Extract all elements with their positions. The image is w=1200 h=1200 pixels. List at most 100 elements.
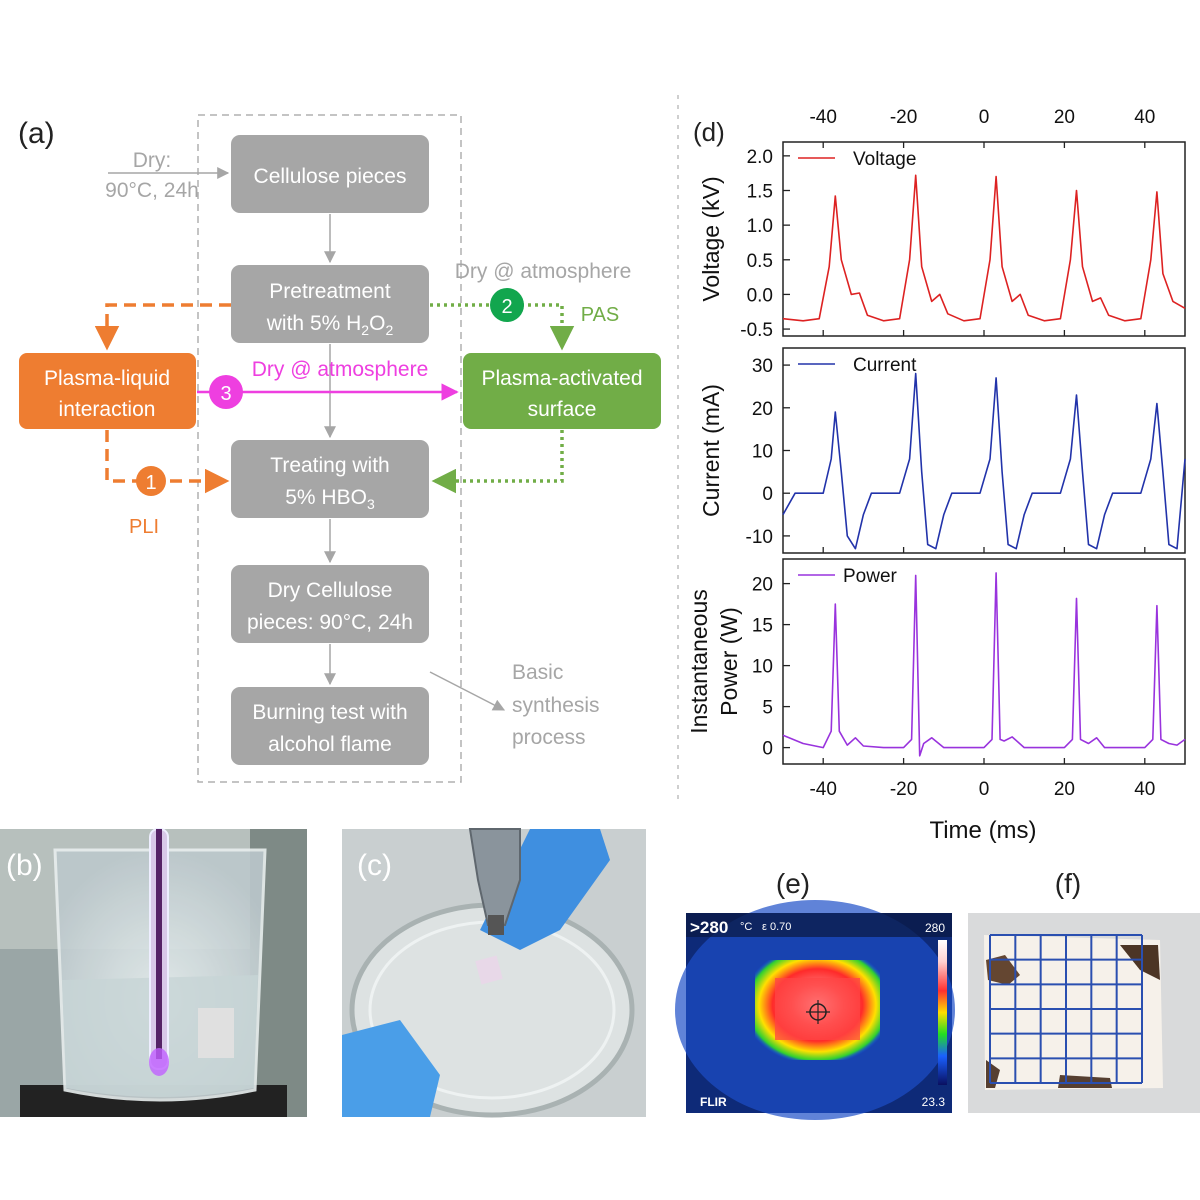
burning-test-line1: Burning test with [252, 701, 407, 724]
dry-cellulose-box [231, 565, 429, 643]
plasma-jet-pen [468, 828, 521, 926]
series-line-voltage [782, 174, 1186, 322]
pas-path-out [431, 430, 564, 494]
burn-mark-4 [1058, 1075, 1112, 1088]
treating-box [231, 440, 429, 518]
x-tick-label: -20 [890, 779, 917, 800]
flir-logo: FLIR [700, 1095, 727, 1109]
basic-line2: synthesis [512, 694, 600, 717]
top-x-tick-label: 0 [979, 107, 990, 128]
pas-label: PAS [581, 304, 620, 326]
plasma-glow [149, 1048, 169, 1076]
measurement-grid [989, 934, 1143, 1084]
treated-sample [475, 955, 503, 985]
series-line-current [782, 372, 1186, 550]
dry-atmosphere-magenta: Dry @ atmosphere [252, 358, 429, 381]
burning-test-box [231, 687, 429, 765]
legend-label-power: Power [843, 566, 898, 587]
y-tick-label: 2.0 [747, 147, 773, 168]
x-tick-label: 40 [1134, 779, 1155, 800]
plot-frame-current [782, 347, 1186, 554]
plot-frame-power [782, 558, 1186, 765]
glove-top [480, 829, 610, 950]
y-tick-label: 15 [752, 616, 773, 637]
legend-label-current: Current [853, 355, 917, 376]
plot-frame-voltage [782, 141, 1186, 337]
step-3-circle [209, 375, 243, 409]
burning-test-line2: alcohol flame [268, 733, 392, 756]
series-line-power [782, 572, 1186, 757]
thermal-header-bar [686, 913, 952, 937]
cellulose-block [984, 935, 1163, 1090]
pli-path-out [105, 430, 230, 494]
thermal-emissivity: ε 0.70 [762, 921, 791, 933]
y-tick-label: 1.5 [747, 182, 773, 203]
step-2-number: 2 [501, 296, 512, 318]
basic-process-pointer [429, 671, 506, 711]
panel-b-photo: (b) [0, 828, 307, 1117]
plasma-electrode-core [156, 829, 162, 1059]
y-tick-label: 1.0 [747, 216, 773, 237]
pas-path-in [430, 303, 575, 351]
panel-c-label: (c) [357, 849, 392, 882]
plasma-liquid-line1: Plasma-liquid [44, 367, 170, 390]
cellulose-box [231, 135, 429, 213]
thermal-unit: °C [740, 921, 752, 933]
y-tick-label: -0.5 [740, 320, 773, 341]
dry-atmosphere-gray: Dry @ atmosphere [455, 260, 632, 283]
y-tick-label: 20 [752, 575, 773, 596]
y-axis-label: Voltage (kV) [698, 176, 724, 301]
pretreatment-box [231, 265, 429, 343]
panel-a-label: (a) [18, 117, 55, 150]
thermal-max-readout: >280 [690, 918, 728, 937]
y-tick-label: 20 [752, 399, 773, 420]
dry-input-line2: 90°C, 24h [105, 179, 199, 202]
panel-f-sample: (f) [968, 868, 1200, 1113]
panel-f-label: (f) [1055, 868, 1081, 899]
top-x-tick-label: -20 [890, 107, 917, 128]
legend-label-voltage: Voltage [853, 149, 916, 170]
treating-line2: 5% HBO3 [285, 486, 375, 512]
pli-label: PLI [129, 516, 159, 538]
y-tick-label: 0.5 [747, 251, 773, 272]
x-tick-label: -40 [809, 779, 836, 800]
y-tick-label: 0 [762, 484, 773, 505]
top-x-tick-label: 40 [1134, 107, 1155, 128]
plasma-activated-line2: surface [528, 398, 597, 421]
plasma-jet-nozzle [488, 915, 504, 935]
y-axis-label-line1: Instantaneous [686, 589, 712, 734]
panel-d-label: (d) [693, 117, 725, 147]
panel-a-flowchart: (a) Dry: 90°C, 24h Cellulose pieces Pret… [18, 114, 661, 783]
cellulose-box-label: Cellulose pieces [254, 165, 407, 188]
basic-line1: Basic [512, 661, 563, 684]
dry-cellulose-line1: Dry Cellulose [268, 579, 393, 602]
top-x-tick-label: -40 [809, 107, 836, 128]
basic-process-frame [197, 114, 462, 783]
y-tick-label: 30 [752, 356, 773, 377]
step-1-circle [136, 466, 166, 496]
treating-line1: Treating with [270, 454, 389, 477]
basic-line3: process [512, 726, 586, 749]
y-tick-label: -10 [746, 527, 773, 548]
y-tick-label: 0 [762, 739, 773, 760]
panel-c-photo: (c) [342, 828, 646, 1118]
pretreatment-line1: Pretreatment [269, 280, 391, 303]
y-tick-label: 10 [752, 657, 773, 678]
burn-mark-2 [1120, 945, 1160, 980]
step-1-number: 1 [145, 472, 156, 494]
panel-b-label: (b) [6, 849, 43, 882]
y-axis-label-line2: Power (W) [716, 607, 742, 716]
top-x-tick-label: 20 [1054, 107, 1075, 128]
plasma-liquid-line2: interaction [59, 398, 156, 421]
cellulose-sample [198, 1008, 234, 1058]
panel-e-thermal: (e) >280 °C ε 0.70 280 23.3 FLIR [675, 868, 955, 1120]
dry-input-line1: Dry: [133, 149, 172, 172]
y-tick-label: 5 [762, 698, 773, 719]
x-tick-label: 0 [979, 779, 990, 800]
x-axis-label: Time (ms) [929, 817, 1036, 844]
burn-mark-1 [986, 955, 1020, 985]
y-tick-label: 10 [752, 442, 773, 463]
scale-max-label: 280 [925, 921, 945, 935]
step-2-circle [490, 288, 524, 322]
